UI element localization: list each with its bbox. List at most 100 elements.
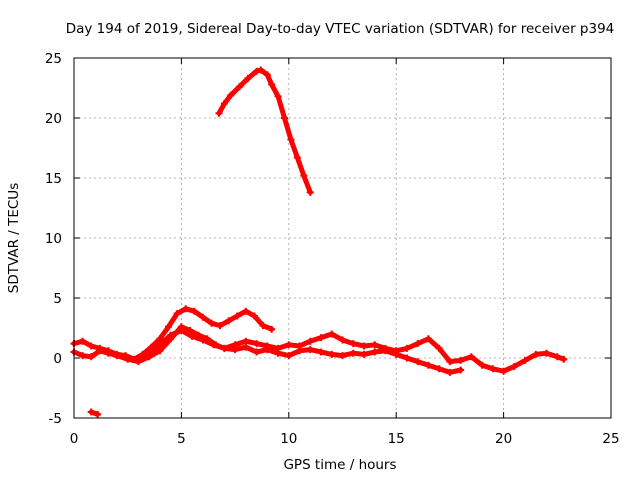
data-point [392, 347, 400, 355]
data-point [435, 365, 443, 373]
data-point [177, 326, 185, 334]
data-point [263, 71, 271, 79]
data-point [227, 91, 235, 99]
data-point [317, 334, 325, 342]
chart-title: Day 194 of 2019, Sidereal Day-to-day VTE… [66, 21, 615, 37]
data-point [216, 322, 224, 330]
data-point [489, 365, 497, 373]
data-point [253, 67, 261, 75]
data-point [173, 310, 181, 318]
data-point [349, 349, 357, 357]
data-point [281, 114, 289, 122]
data-point [156, 341, 164, 349]
data-point [339, 352, 346, 360]
data-point [268, 80, 276, 88]
data-point [242, 337, 250, 345]
y-tick-label: 5 [53, 291, 62, 307]
data-point [446, 368, 454, 376]
data-point [287, 136, 295, 144]
data-point [521, 356, 529, 364]
data-point [263, 342, 271, 350]
data-point [306, 337, 314, 345]
data-point [94, 410, 102, 418]
data-point [285, 352, 293, 360]
data-point [79, 352, 87, 360]
data-point [215, 109, 223, 117]
data-point [259, 322, 267, 330]
x-tick-label: 10 [280, 431, 297, 447]
data-point [360, 350, 368, 358]
data-point [510, 362, 518, 370]
data-point [253, 348, 261, 356]
data-point [87, 353, 95, 361]
data-point [134, 356, 142, 364]
data-point [553, 353, 561, 361]
data-point [285, 341, 293, 349]
data-point [360, 342, 368, 350]
data-point [414, 358, 422, 366]
data-point [328, 350, 336, 358]
data-point [225, 317, 233, 325]
data-point [339, 336, 346, 344]
data-point [242, 343, 250, 351]
data-point [306, 188, 314, 196]
data-point [500, 367, 508, 375]
data-point [467, 353, 475, 361]
data-point [403, 354, 411, 362]
data-point [210, 341, 218, 349]
data-point [478, 361, 486, 369]
data-point [414, 340, 422, 348]
data-point [349, 340, 357, 348]
data-point [403, 344, 411, 352]
data-point [253, 340, 261, 348]
data-point [274, 344, 282, 352]
data-point [156, 347, 164, 355]
y-tick-label: 10 [45, 231, 62, 247]
data-point [371, 341, 379, 349]
y-tick-label: 0 [53, 351, 62, 367]
data-point [207, 319, 215, 327]
data-point [306, 346, 314, 354]
data-point [560, 355, 568, 363]
data-point [87, 342, 95, 350]
data-point [543, 349, 551, 357]
y-tick-label: 20 [45, 111, 62, 127]
data-point [457, 366, 465, 374]
x-axis-label: GPS time / hours [283, 457, 396, 473]
data-point [250, 312, 258, 320]
y-tick-label: 25 [45, 51, 62, 67]
data-point [257, 66, 265, 74]
x-tick-label: 5 [177, 431, 186, 447]
data-point [182, 305, 190, 313]
data-point [79, 337, 87, 345]
data-point [96, 347, 104, 355]
data-point [381, 344, 389, 352]
data-point [233, 312, 241, 320]
data-point [199, 313, 207, 321]
data-point [167, 331, 175, 339]
data-point [231, 341, 239, 349]
x-tick-label: 25 [602, 431, 619, 447]
data-point [328, 330, 336, 338]
data-point [296, 342, 304, 350]
data-point [435, 344, 443, 352]
data-point [188, 332, 196, 340]
x-tick-label: 0 [70, 431, 79, 447]
data-point [199, 336, 207, 344]
data-point [113, 352, 121, 360]
data-point [317, 348, 325, 356]
data-point [145, 349, 153, 357]
data-point [371, 348, 379, 356]
data-point [235, 83, 243, 91]
y-tick-label: 15 [45, 171, 62, 187]
x-tick-label: 20 [495, 431, 512, 447]
data-point [220, 344, 228, 352]
data-point [190, 307, 198, 315]
data-point [457, 356, 465, 364]
data-point [274, 92, 282, 100]
x-tick-label: 15 [388, 431, 405, 447]
data-point [424, 361, 432, 369]
data-point [532, 350, 540, 358]
data-point [87, 408, 95, 416]
